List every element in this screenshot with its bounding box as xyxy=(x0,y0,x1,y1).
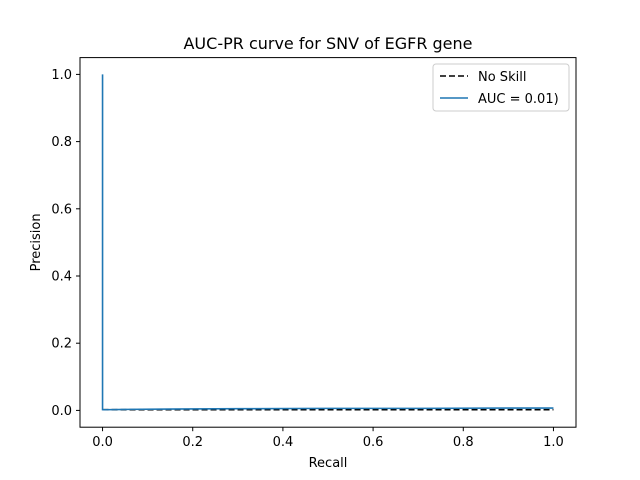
y-tick-label: 0.0 xyxy=(51,404,72,419)
plot-area xyxy=(101,74,554,411)
series-line-auc xyxy=(101,74,554,411)
y-tick-label: 0.4 xyxy=(51,270,72,285)
y-axis: 0.0 0.2 0.4 0.6 0.8 1.0 xyxy=(51,68,80,419)
y-tick-label: 0.8 xyxy=(51,135,72,150)
legend: No Skill AUC = 0.01) xyxy=(432,63,570,112)
x-tick-label: 0.4 xyxy=(273,435,294,450)
x-tick-label: 1.0 xyxy=(543,435,564,450)
y-tick-label: 1.0 xyxy=(51,68,72,83)
plot-frame xyxy=(79,57,577,428)
x-tick-label: 0.0 xyxy=(92,435,113,450)
y-tick-label: 0.2 xyxy=(51,337,72,352)
x-axis: 0.0 0.2 0.4 0.6 0.8 1.0 xyxy=(92,427,564,450)
legend-label-auc: AUC = 0.01) xyxy=(478,92,559,107)
x-tick-label: 0.2 xyxy=(182,435,203,450)
x-axis-label: Recall xyxy=(309,456,348,471)
y-axis-label: Precision xyxy=(29,213,44,271)
y-tick-label: 0.6 xyxy=(51,202,72,217)
chart-title: AUC-PR curve for SNV of EGFR gene xyxy=(183,34,472,53)
x-tick-label: 0.8 xyxy=(453,435,474,450)
x-tick-label: 0.6 xyxy=(363,435,384,450)
legend-label-no-skill: No Skill xyxy=(478,70,526,85)
